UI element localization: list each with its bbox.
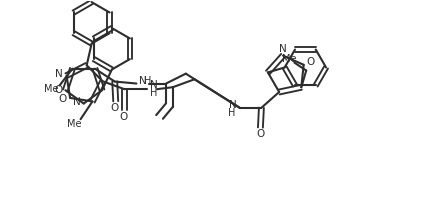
Text: N: N — [73, 96, 81, 107]
Text: O: O — [55, 85, 63, 95]
Text: H: H — [144, 76, 151, 86]
Text: N: N — [229, 100, 237, 110]
Text: N: N — [279, 44, 287, 54]
Text: H: H — [150, 88, 157, 98]
Text: O: O — [119, 112, 128, 122]
Text: O: O — [111, 103, 119, 113]
Text: O: O — [256, 130, 264, 139]
Text: H: H — [228, 108, 236, 118]
Text: O: O — [58, 94, 66, 104]
Text: Me: Me — [282, 54, 297, 64]
Text: N: N — [55, 68, 63, 79]
Text: O: O — [306, 57, 315, 67]
Text: N: N — [150, 80, 158, 90]
Text: N: N — [140, 76, 147, 86]
Text: Me: Me — [44, 84, 59, 94]
Text: Me: Me — [67, 119, 82, 129]
